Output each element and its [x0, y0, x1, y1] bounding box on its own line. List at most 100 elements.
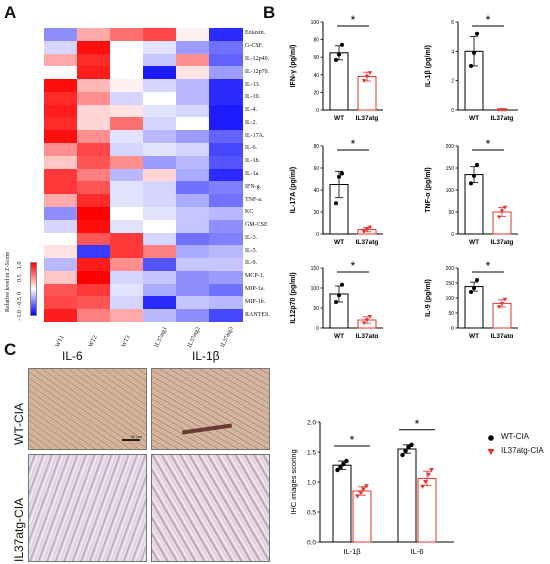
x-tick-label: IL37atg — [356, 115, 379, 122]
y-tick-label: 40 — [313, 73, 319, 79]
significance-star: * — [350, 433, 355, 447]
bar — [329, 52, 349, 111]
colorbar-label: Relative level in Z-Score — [5, 251, 11, 312]
heatmap-cell — [110, 155, 144, 170]
heatmap-cell — [110, 181, 144, 195]
heatmap-row-label: Eotaxin. — [245, 30, 266, 37]
data-point — [472, 50, 476, 55]
heatmap-row-label: IL-6. — [245, 145, 258, 152]
data-point — [367, 71, 373, 76]
y-tick-label: 40 — [313, 188, 319, 194]
data-point — [367, 315, 373, 319]
heatmap-cell — [110, 143, 144, 157]
y-tick-label: 2.0 — [307, 420, 316, 427]
data-point — [496, 108, 502, 112]
heatmap-cell — [143, 155, 177, 170]
data-point — [469, 64, 473, 68]
heatmap-cell — [143, 117, 177, 131]
heatmap-cell — [110, 40, 144, 55]
significance-star: * — [351, 259, 356, 273]
heatmap-cell — [143, 53, 177, 67]
ihc-image-wt-il6: 50 μm — [28, 368, 147, 450]
heatmap-cell — [77, 28, 111, 42]
heatmap-cell — [143, 66, 177, 80]
heatmap-cell — [44, 168, 78, 182]
heatmap-cell — [44, 104, 78, 118]
y-tick-label: 20 — [313, 90, 319, 96]
heatmap-cell — [77, 245, 111, 259]
significance-star: * — [486, 259, 491, 273]
x-tick-label: WT — [334, 115, 344, 122]
heatmap-cell — [77, 296, 111, 310]
heatmap-cell — [176, 206, 210, 221]
heatmap-cell — [110, 245, 144, 259]
bar — [332, 464, 352, 543]
y-tick-label: 80 — [313, 38, 319, 44]
heatmap-cell — [143, 258, 177, 272]
heatmap-cell — [77, 79, 111, 93]
y-tick-label: 0 — [316, 108, 319, 114]
heatmap-cell — [209, 79, 243, 93]
heatmap-cell — [209, 206, 243, 221]
bar — [464, 174, 484, 235]
data-point — [361, 230, 367, 234]
heatmap-cell — [176, 245, 210, 259]
heatmap-cell — [110, 79, 144, 93]
heatmap-cell — [110, 91, 144, 106]
bar-chart-tnf-alpha: 0 50 100 150 200 TNF-α (pg/ml) WT IL37atg * — [425, 137, 518, 246]
heatmap-row-label: IL-12p70. — [245, 68, 270, 75]
heatmap-row-label: IL-5. — [245, 247, 258, 254]
colorbar-tick: −1.0 — [17, 310, 23, 321]
heatmap-cell — [176, 194, 210, 208]
heatmap-cell — [143, 91, 177, 106]
bar-chart-il-9: 0 50 100 150 200 IL-9 (pg/ml) WT IL37atg * — [425, 259, 518, 338]
heatmap-cell — [143, 219, 177, 234]
heatmap-cell — [143, 245, 177, 259]
tissue-streak — [181, 423, 233, 435]
heatmap-cell — [209, 143, 243, 157]
legend-marker-wt — [488, 435, 494, 441]
heatmap-cell — [110, 258, 144, 272]
y-tick-label: 1.0 — [307, 480, 316, 487]
heatmap-row-label: MIP-1b. — [245, 298, 266, 305]
ihc-row-title-il37atg: IL37atg-CIA — [12, 497, 26, 562]
heatmap-cell — [110, 270, 144, 285]
x-tick-label: WT — [469, 333, 479, 338]
heatmap-cell — [209, 130, 243, 144]
heatmap-cell — [44, 309, 78, 323]
heatmap-cell — [176, 232, 210, 246]
data-point — [502, 297, 508, 302]
y-tick-label: 80 — [313, 144, 319, 150]
x-tick-label: WT — [334, 333, 344, 338]
bar — [397, 448, 417, 543]
ihc-image-wt-il1b — [151, 368, 270, 450]
heatmap-cell — [44, 79, 78, 93]
data-point — [355, 494, 360, 499]
x-tick-label: IL-1β — [343, 547, 361, 556]
data-point — [475, 162, 479, 167]
significance-star: * — [351, 13, 356, 27]
bar — [464, 286, 484, 329]
heatmap-cell — [143, 283, 177, 297]
bar-chart-ifn-gamma: 0 20 40 60 80 100 IFN-γ (pg/ml) WT IL37atg * — [290, 13, 383, 122]
data-point — [420, 484, 425, 489]
bar — [352, 490, 372, 543]
heatmap-cell — [176, 117, 210, 131]
x-tick-label: IL37atg — [491, 333, 514, 338]
heatmap-row-label: IL-17A. — [245, 132, 265, 139]
heatmap-cell — [176, 181, 210, 195]
heatmap-cell — [77, 91, 111, 106]
heatmap-cell — [143, 40, 177, 55]
data-point — [340, 42, 344, 47]
significance-star: * — [486, 13, 491, 27]
heatmap-cell — [77, 168, 111, 182]
heatmap-cell — [44, 283, 78, 297]
y-tick-label: 0 — [316, 232, 319, 238]
data-point — [338, 464, 343, 470]
data-point — [469, 290, 473, 294]
scale-bar — [122, 439, 140, 441]
heatmap-cell — [77, 143, 111, 157]
y-axis-label: TNF-α (pg/ml) — [425, 167, 432, 213]
heatmap-cell — [209, 155, 243, 170]
heatmap-cell — [176, 155, 210, 170]
